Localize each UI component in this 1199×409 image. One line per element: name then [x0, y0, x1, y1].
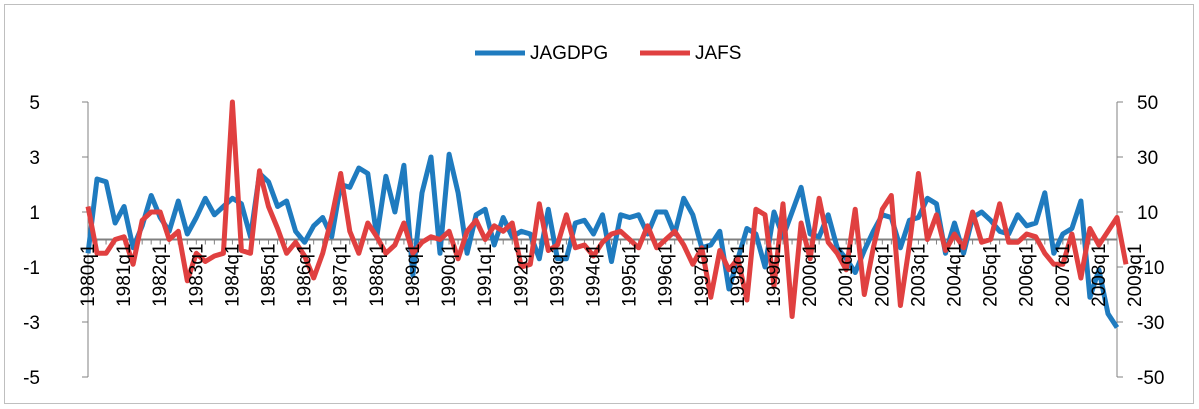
series-line-2 [85, 99, 1129, 319]
right-tick-label: -30 [1137, 313, 1164, 334]
x-tick-label: 1983q1 [186, 243, 207, 306]
x-tick-label: 2006q1 [1017, 243, 1038, 306]
x-tick-label: 1987q1 [331, 243, 352, 306]
x-tick-label: 1997q1 [692, 244, 713, 307]
left-tick-label: 3 [29, 148, 40, 169]
left-tick-label: -1 [23, 258, 40, 279]
x-tick-label: 1993q1 [547, 244, 568, 307]
x-tick-label: 1998q1 [728, 244, 749, 307]
legend-label-series-1: JAGDPG [530, 43, 608, 64]
x-tick-label: 2000q1 [800, 243, 821, 306]
x-tick-label: 2009q1 [1125, 244, 1146, 307]
left-tick-label: -5 [23, 368, 40, 389]
x-tick-label: 1982q1 [150, 243, 171, 306]
x-tick-labels: 1980q1 1981q1 1982q1 1983q1 1984q1 1985q1 1986… [78, 243, 1146, 307]
x-tick-label: 2008q1 [1089, 243, 1110, 306]
x-tick-label: 2007q1 [1053, 243, 1074, 306]
x-tick-label: 2005q1 [981, 243, 1002, 306]
x-tick-label: 1996q1 [656, 244, 677, 307]
x-tick-label: 1999q1 [764, 244, 785, 307]
x-tick-label: 2001q1 [836, 243, 857, 306]
legend-label-series-2: JAFS [695, 43, 741, 64]
x-tick-label: 1992q1 [511, 244, 532, 307]
right-tick-label: -50 [1137, 368, 1164, 389]
x-tick-label: 1990q1 [439, 244, 460, 307]
x-tick-label: 2002q1 [872, 243, 893, 306]
right-tick-label: 30 [1137, 148, 1158, 169]
left-tick-label: -3 [23, 313, 40, 334]
left-tick-label: 1 [29, 203, 40, 224]
plot-area [85, 99, 1129, 329]
axes: 5 3 1 -1 -3 -5 50 30 10 -10 -30 -50 [23, 93, 1164, 389]
left-tick-label: 5 [29, 93, 40, 114]
x-tick-label: 1986q1 [295, 243, 316, 306]
x-tick-label: 1981q1 [114, 243, 135, 306]
x-tick-label: 1995q1 [620, 244, 641, 307]
right-tick-label: 50 [1137, 93, 1158, 114]
x-tick-label: 2003q1 [908, 243, 929, 306]
legend: JAGDPG JAFS [475, 43, 741, 64]
x-tick-label: 1991q1 [475, 244, 496, 307]
x-tick-label: 1985q1 [259, 243, 280, 306]
x-tick-label: 2004q1 [945, 243, 966, 306]
x-tick-label: 1980q1 [78, 244, 99, 307]
x-tick-label: 1989q1 [403, 243, 424, 306]
right-tick-label: -10 [1137, 258, 1164, 279]
x-tick-label: 1984q1 [222, 243, 243, 306]
x-tick-label: 1988q1 [367, 243, 388, 306]
chart-frame: JAGDPG JAFS 5 3 1 -1 -3 -5 50 30 10 -10 -30 -50 198… [4, 4, 1194, 404]
right-tick-label: 10 [1137, 203, 1158, 224]
x-tick-label: 1994q1 [584, 244, 605, 307]
chart-svg: JAGDPG JAFS 5 3 1 -1 -3 -5 50 30 10 -10 -30 -50 198… [23, 43, 1164, 389]
